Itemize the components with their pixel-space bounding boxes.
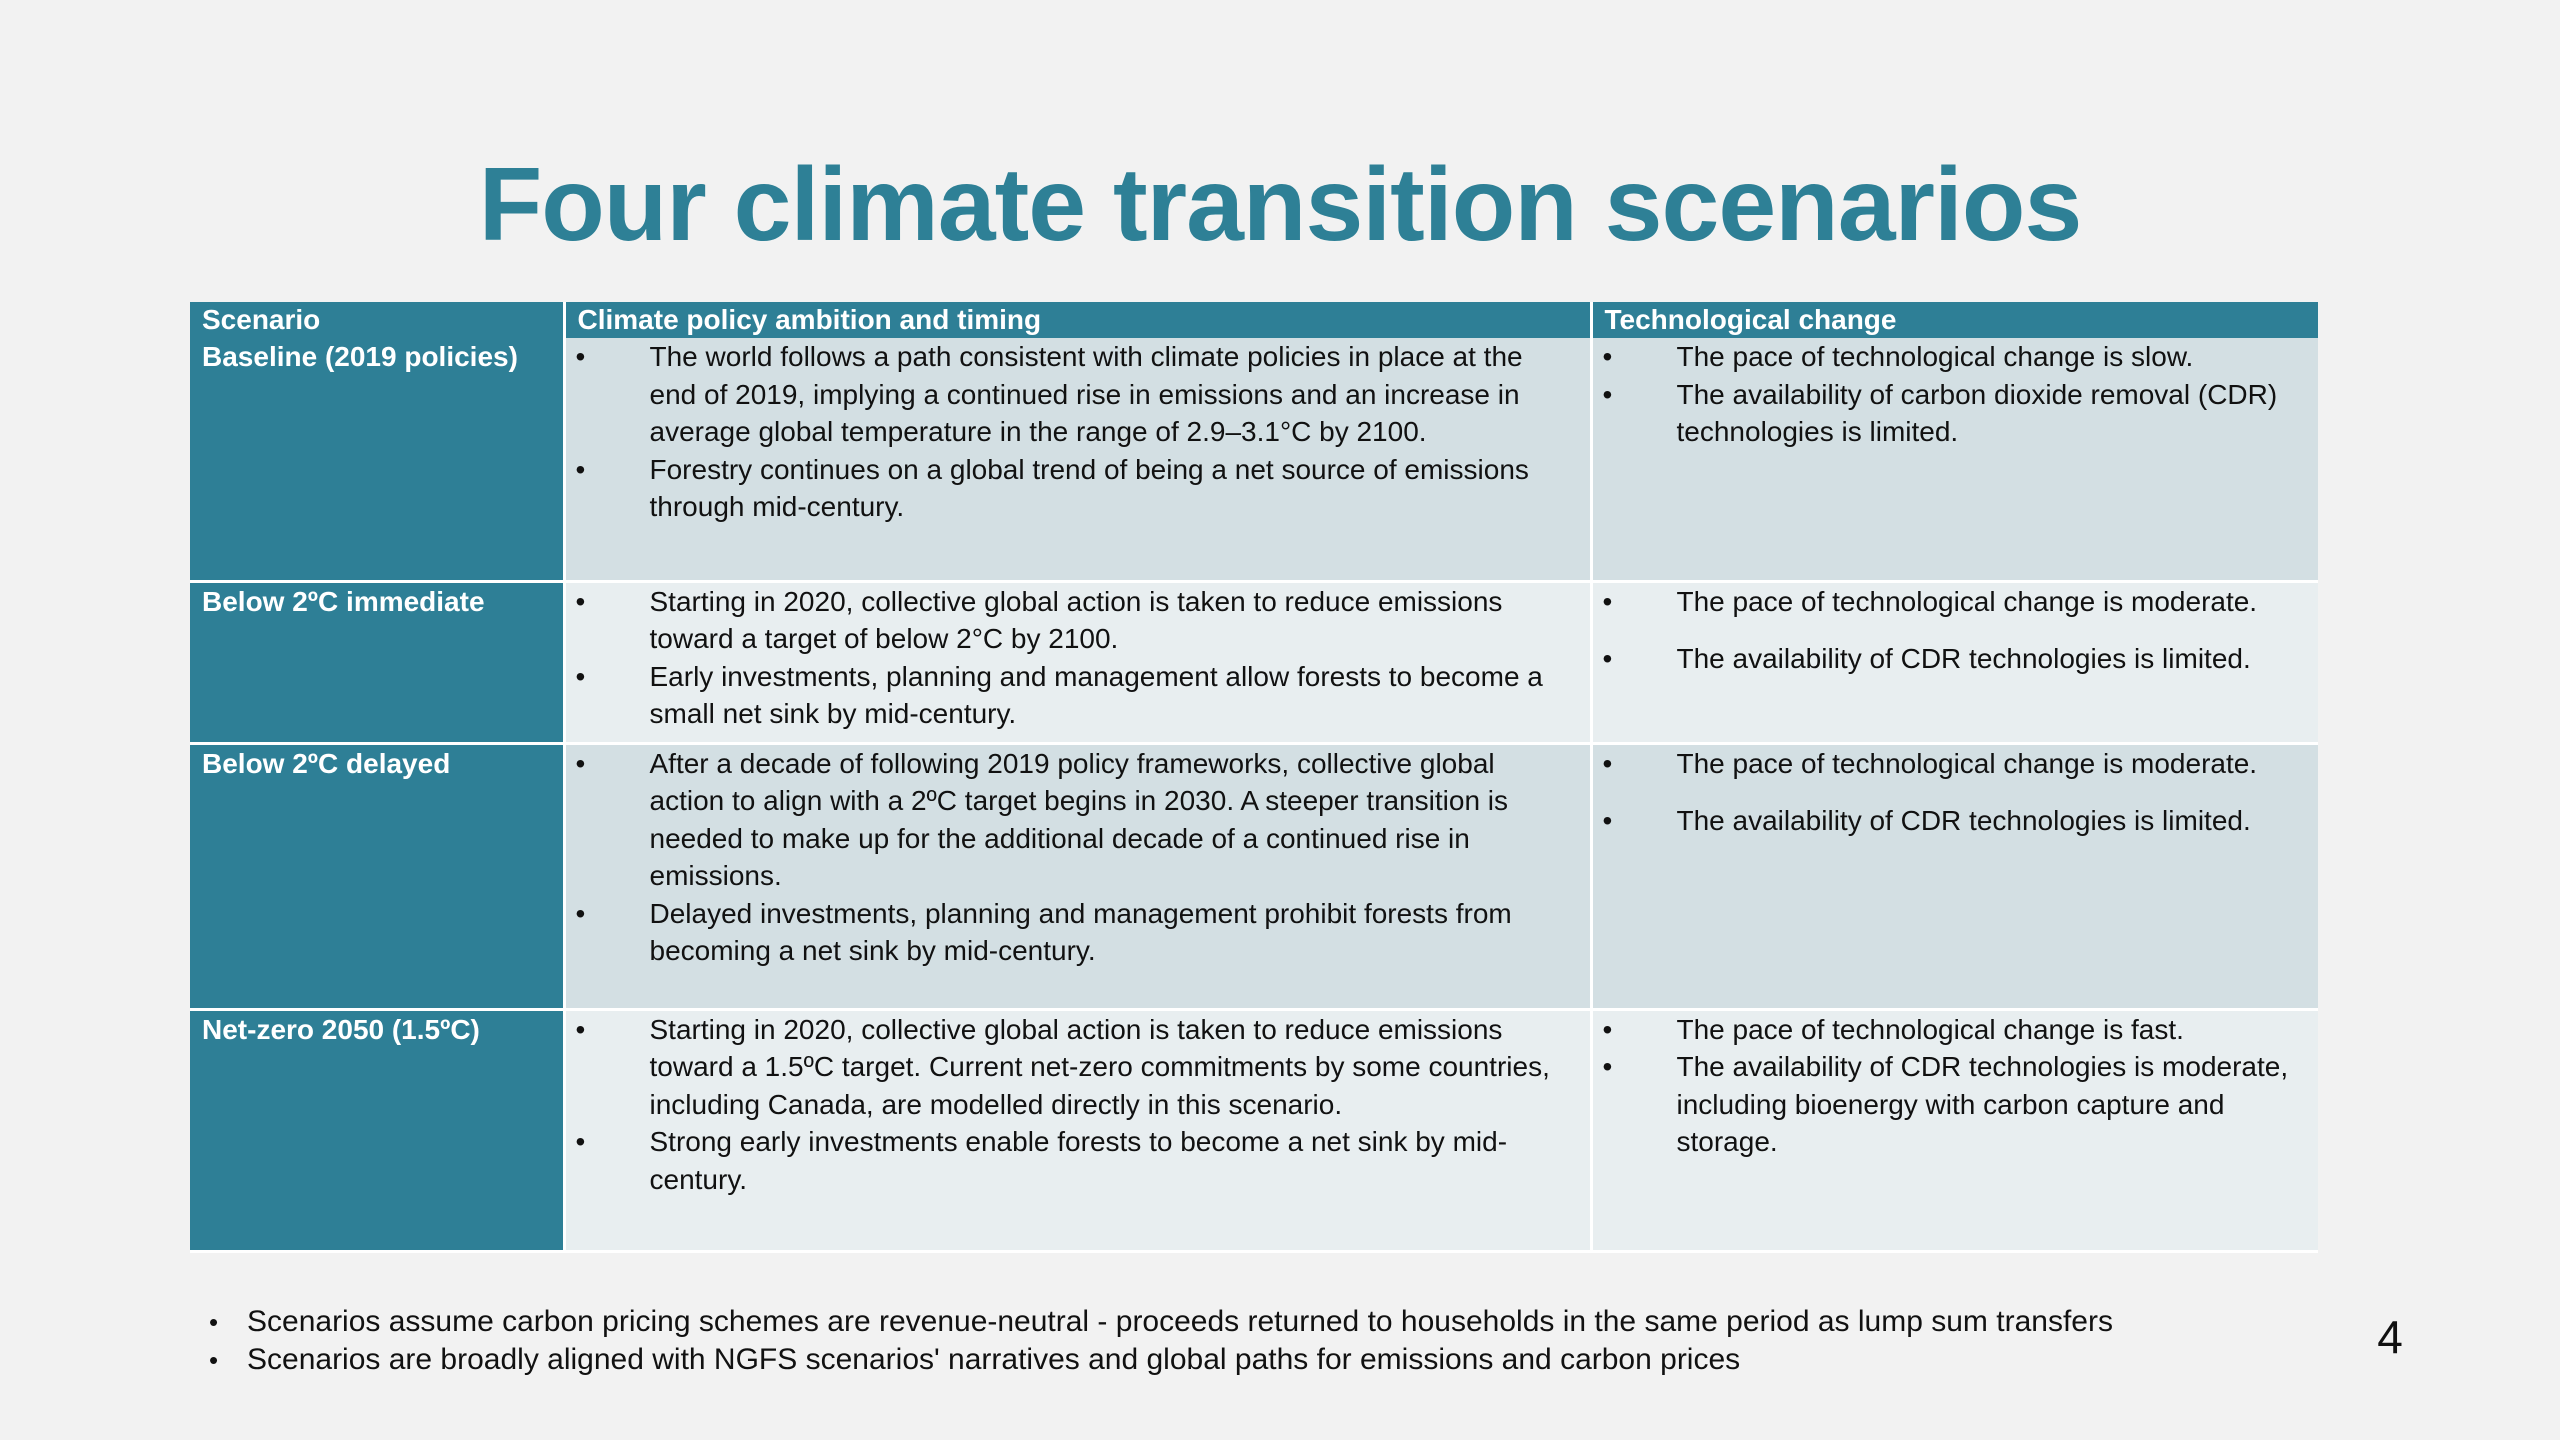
tech-bullet: The pace of technological change is fast… <box>1593 1011 2319 1049</box>
table-row: Below 2ºC immediate Starting in 2020, co… <box>190 581 2319 745</box>
policy-cell: Starting in 2020, collective global acti… <box>564 581 1593 745</box>
policy-bullet: Delayed investments, planning and manage… <box>566 895 1590 970</box>
policy-bullet: Starting in 2020, collective global acti… <box>566 583 1590 658</box>
policy-bullet: The world follows a path consistent with… <box>566 338 1590 451</box>
table-row: Below 2ºC delayed After a decade of foll… <box>190 743 2319 1011</box>
policy-cell: The world follows a path consistent with… <box>564 338 1593 583</box>
footnote-item: Scenarios are broadly aligned with NGFS … <box>205 1341 2113 1379</box>
header-tech: Technological change <box>1591 302 2318 338</box>
policy-bullet: Starting in 2020, collective global acti… <box>566 1011 1590 1124</box>
scenario-name: Below 2ºC delayed <box>190 743 566 1011</box>
policy-cell: After a decade of following 2019 policy … <box>564 743 1593 1011</box>
policy-bullet: Forestry continues on a global trend of … <box>566 451 1590 526</box>
policy-bullet: Strong early investments enable forests … <box>566 1123 1590 1198</box>
footnotes: Scenarios assume carbon pricing schemes … <box>205 1303 2113 1379</box>
tech-bullet: The pace of technological change is mode… <box>1593 583 2319 621</box>
tech-bullet: The availability of CDR technologies is … <box>1593 802 2319 840</box>
slide-title: Four climate transition scenarios <box>478 147 2083 263</box>
page-number: 4 <box>2377 1311 2403 1363</box>
tech-cell: The pace of technological change is mode… <box>1591 743 2319 1011</box>
tech-bullet: The pace of technological change is mode… <box>1593 745 2319 783</box>
scenario-name: Baseline (2019 policies) <box>190 338 566 583</box>
footnote-item: Scenarios assume carbon pricing schemes … <box>205 1303 2113 1341</box>
tech-cell: The pace of technological change is mode… <box>1591 581 2319 745</box>
policy-cell: Starting in 2020, collective global acti… <box>564 1009 1593 1253</box>
tech-bullet: The pace of technological change is slow… <box>1593 338 2319 376</box>
scenario-name: Below 2ºC immediate <box>190 581 566 745</box>
tech-cell: The pace of technological change is fast… <box>1591 1009 2319 1253</box>
tech-cell: The pace of technological change is slow… <box>1591 338 2319 583</box>
tech-bullet: The availability of CDR technologies is … <box>1593 640 2319 678</box>
policy-bullet: After a decade of following 2019 policy … <box>566 745 1590 895</box>
policy-bullet: Early investments, planning and manageme… <box>566 658 1590 733</box>
tech-bullet: The availability of carbon dioxide remov… <box>1593 376 2319 451</box>
scenario-table: Scenario Climate policy ambition and tim… <box>190 302 2318 1253</box>
table-header-row: Scenario Climate policy ambition and tim… <box>190 302 2318 338</box>
tech-bullet: The availability of CDR technologies is … <box>1593 1048 2319 1161</box>
table-row: Baseline (2019 policies) The world follo… <box>190 338 2319 583</box>
table-row: Net-zero 2050 (1.5ºC) Starting in 2020, … <box>190 1009 2319 1253</box>
header-policy: Climate policy ambition and timing <box>564 302 1593 338</box>
header-scenario: Scenario <box>190 302 566 338</box>
scenario-name: Net-zero 2050 (1.5ºC) <box>190 1009 566 1253</box>
